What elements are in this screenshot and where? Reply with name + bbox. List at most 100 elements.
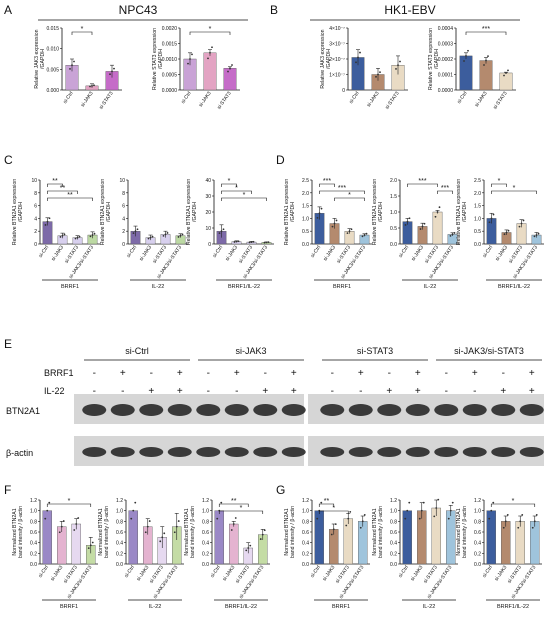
data-point — [48, 501, 51, 504]
data-point — [487, 55, 489, 58]
band-actin — [434, 447, 459, 457]
chart-c-4: 0 2 4 6 8 10 Relative BTN2A1 expression/GAPDH s… — [12, 178, 100, 290]
y-tick-label: 6 — [122, 204, 125, 210]
significance-bracket — [491, 183, 507, 187]
category-label: si-Ctrl — [456, 91, 468, 105]
category-label: si-JAK3 — [224, 245, 239, 263]
y-tick-label: 0.4 — [474, 541, 481, 547]
data-point — [505, 72, 507, 74]
y-axis-label: Relative BTN2A1 expression — [186, 179, 192, 245]
lane-sign: + — [120, 368, 126, 379]
y-axis-label: /GAPDH — [192, 202, 198, 222]
lane-sign: - — [473, 386, 476, 397]
data-point — [177, 236, 180, 238]
bar — [501, 521, 511, 565]
y-axis-label: Normalized BTN2A1 — [372, 508, 378, 555]
significance-label: *** — [418, 178, 426, 185]
data-point — [463, 60, 465, 62]
bar — [486, 510, 496, 565]
band-btn2a1 — [253, 404, 278, 416]
data-point — [136, 228, 139, 231]
y-tick-label: 0.6 — [116, 530, 123, 536]
data-point — [438, 206, 441, 209]
x-axis-label: IL-22 — [423, 604, 436, 610]
x-axis-label: BRRF1/IL-22 — [228, 284, 260, 290]
bar — [499, 72, 513, 91]
data-point — [263, 529, 266, 532]
bar — [42, 510, 52, 565]
bar — [479, 60, 493, 91]
y-axis-label: /GAPDH — [326, 49, 332, 69]
category-label: si-Ctrl — [62, 91, 74, 105]
y-tick-label: 1.0 — [302, 509, 309, 515]
data-point — [113, 67, 115, 70]
y-tick-label: 0.005 — [46, 67, 59, 73]
y-tick-label: 40 — [205, 178, 211, 184]
data-point — [492, 213, 495, 216]
band-btn2a1 — [224, 404, 249, 416]
panel-letter-b: B — [270, 3, 278, 17]
y-axis-label: band intensity / β-actin — [462, 506, 468, 558]
data-point — [507, 69, 509, 72]
y-axis-label: Relative BTN2A1 expression — [456, 179, 462, 245]
y-tick-label: 1.0 — [390, 509, 397, 515]
data-point — [265, 241, 268, 244]
group-label: si-STAT3 — [357, 346, 393, 356]
y-tick-label: 1.0 — [202, 509, 209, 515]
y-tick-label: 0 — [342, 88, 345, 94]
band-actin — [462, 447, 487, 457]
category-label: si-JAK3 — [366, 91, 381, 109]
y-axis-label: /GAPDH — [18, 202, 24, 222]
bar — [402, 221, 413, 245]
significance-label: ** — [60, 185, 66, 192]
x-axis-label: BRRF1/IL-22 — [498, 284, 530, 290]
data-point — [211, 46, 213, 49]
y-tick-label: 0.4 — [30, 541, 37, 547]
data-point — [330, 533, 333, 536]
bar — [314, 510, 324, 565]
lane-sign: - — [121, 386, 124, 397]
y-tick-label: 1.0 — [30, 509, 37, 515]
bar — [432, 211, 443, 245]
data-point — [250, 241, 253, 243]
y-tick-label: 1.2 — [116, 498, 123, 504]
data-point — [259, 538, 262, 540]
y-tick-label: 1×10⁻⁷ — [329, 73, 345, 79]
lane-sign: + — [177, 386, 183, 397]
x-axis-label: BRRF1 — [60, 604, 78, 610]
y-axis-label: /GAPDH — [158, 49, 164, 69]
lane-sign: + — [472, 368, 478, 379]
y-tick-label: 0.010 — [46, 47, 59, 53]
data-point — [505, 231, 508, 234]
data-point — [334, 523, 337, 526]
data-point — [316, 216, 319, 219]
data-point — [234, 517, 237, 519]
data-point — [355, 61, 357, 64]
y-tick-label: 1.0 — [474, 509, 481, 515]
data-point — [490, 509, 493, 512]
x-axis-label: BRRF1 — [333, 284, 351, 290]
y-tick-label: 1.2 — [30, 498, 37, 504]
panel-letter-c: C — [4, 153, 13, 167]
y-tick-label: 0.0 — [302, 562, 309, 568]
lane-sign: - — [359, 386, 362, 397]
y-axis-label: band intensity / β-actin — [290, 506, 296, 558]
y-tick-label: 0.0 — [116, 562, 123, 568]
band-actin — [405, 447, 430, 457]
significance-bracket — [221, 190, 252, 194]
bar — [203, 52, 217, 91]
group-label: si-Ctrl — [125, 346, 149, 356]
data-point — [522, 219, 525, 222]
y-tick-label: 0.5 — [302, 229, 309, 235]
lane-sign: + — [529, 386, 535, 397]
data-point — [73, 60, 75, 63]
band-actin — [196, 447, 221, 457]
data-point — [163, 532, 166, 535]
data-point — [93, 84, 95, 87]
data-point — [320, 501, 323, 504]
data-point — [488, 221, 491, 224]
chart-a-0: 0.000 0.005 0.010 0.015 Relative JAK3 expres… — [34, 26, 122, 111]
significance-bracket — [407, 183, 438, 187]
y-axis-label: /GAPDH — [106, 202, 112, 222]
data-point — [233, 241, 236, 243]
